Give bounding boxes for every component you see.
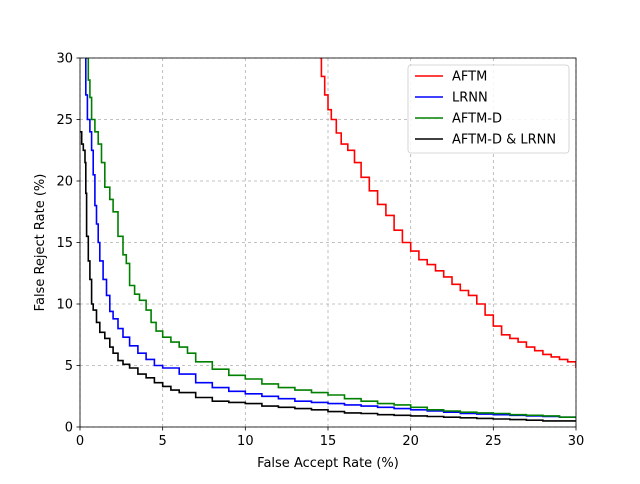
legend: AFTM LRNN AFTM-D AFTM-D & LRNN bbox=[407, 64, 570, 154]
legend-box bbox=[407, 64, 570, 154]
x-tick-label: 0 bbox=[76, 434, 84, 449]
y-tick-label: 30 bbox=[56, 52, 73, 67]
y-tick-label: 20 bbox=[56, 175, 73, 190]
x-tick-label: 30 bbox=[568, 434, 585, 449]
series-line-aftm-d-lrnn bbox=[80, 131, 576, 422]
x-axis-label: False Accept Rate (%) bbox=[257, 456, 399, 471]
legend-label: AFTM bbox=[452, 70, 487, 85]
y-tick-label: 5 bbox=[65, 359, 73, 374]
y-axis-label: False Reject Rate (%) bbox=[33, 174, 48, 312]
x-tick-label: 15 bbox=[320, 434, 337, 449]
x-tick-label: 20 bbox=[402, 434, 419, 449]
y-tick-label: 10 bbox=[56, 298, 73, 313]
series-line-aftm-d bbox=[86, 58, 576, 418]
legend-label: AFTM-D & LRNN bbox=[452, 133, 556, 148]
x-tick-label: 25 bbox=[485, 434, 502, 449]
y-tick-label: 0 bbox=[65, 421, 73, 436]
y-tick-label: 15 bbox=[56, 236, 73, 251]
series-layer bbox=[80, 58, 576, 422]
ticks: 0 5 10 15 20 25 30 0 5 10 15 20 25 30 bbox=[56, 52, 584, 450]
legend-label: LRNN bbox=[452, 91, 488, 106]
x-tick-label: 10 bbox=[237, 434, 254, 449]
legend-label: AFTM-D bbox=[452, 112, 502, 127]
series-line-aftm bbox=[319, 58, 576, 368]
x-tick-label: 5 bbox=[159, 434, 167, 449]
y-tick-label: 25 bbox=[56, 113, 73, 128]
